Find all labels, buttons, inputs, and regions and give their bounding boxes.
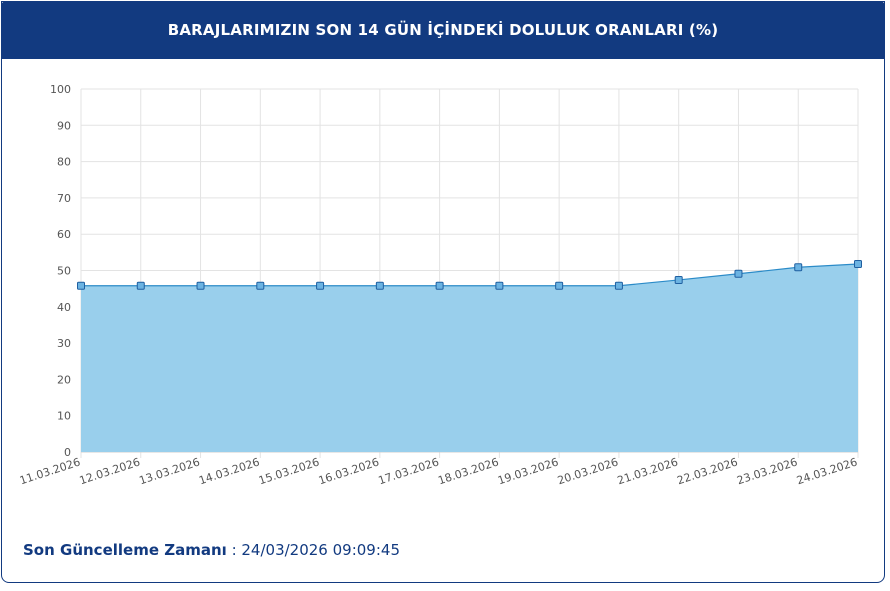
chart-area: 0 10 20 30 40 50 60 70 80 90 100 11.03.202612.03.2…	[18, 83, 862, 487]
y-tick-label: 50	[57, 265, 71, 278]
y-tick-label: 10	[57, 410, 71, 423]
y-tick-label: 80	[57, 156, 71, 169]
data-point[interactable]	[734, 269, 743, 278]
data-point[interactable]	[375, 281, 384, 290]
y-tick-label: 20	[57, 373, 71, 386]
x-tick-label: 22.03.2026	[675, 455, 739, 487]
y-tick-label: 0	[64, 446, 71, 459]
chart-title: BARAJLARIMIZIN SON 14 GÜN İÇİNDEKİ DOLUL…	[167, 21, 719, 39]
y-tick-label: 30	[57, 337, 71, 350]
data-point[interactable]	[555, 281, 564, 290]
y-tick-label: 40	[57, 301, 71, 314]
data-point[interactable]	[196, 281, 205, 290]
data-point[interactable]	[435, 281, 444, 290]
series-markers	[77, 259, 862, 290]
last-updated-separator: :	[226, 541, 242, 559]
x-tick-label: 12.03.2026	[78, 455, 142, 487]
x-tick-label: 20.03.2026	[556, 455, 620, 487]
x-tick-label: 14.03.2026	[197, 455, 261, 487]
data-point[interactable]	[136, 281, 145, 290]
x-tick-label: 21.03.2026	[616, 455, 680, 487]
x-tick-label: 16.03.2026	[317, 455, 381, 487]
y-tick-label: 100	[50, 83, 71, 96]
series-line	[81, 263, 859, 287]
data-point[interactable]	[256, 281, 265, 290]
x-tick-label: 19.03.2026	[496, 455, 560, 487]
data-point[interactable]	[674, 275, 683, 284]
data-point[interactable]	[614, 281, 623, 290]
data-point[interactable]	[77, 281, 85, 290]
y-tick-label: 90	[57, 119, 71, 132]
panel-header: BARAJLARIMIZIN SON 14 GÜN İÇİNDEKİ DOLUL…	[1, 1, 885, 59]
last-updated: Son Güncelleme Zamanı : 24/03/2026 09:09…	[23, 541, 400, 559]
data-point[interactable]	[854, 259, 862, 268]
x-axis: 11.03.202612.03.202613.03.202614.03.2026…	[18, 455, 859, 487]
y-axis: 0 10 20 30 40 50 60 70 80 90 100	[50, 83, 71, 459]
x-tick-label: 13.03.2026	[138, 455, 202, 487]
series-area	[81, 263, 859, 452]
y-tick-label: 70	[57, 192, 71, 205]
last-updated-label: Son Güncelleme Zamanı	[23, 541, 227, 559]
area-fill	[81, 263, 858, 452]
x-tick-label: 11.03.2026	[18, 455, 82, 487]
data-point[interactable]	[495, 281, 504, 290]
data-point[interactable]	[316, 281, 325, 290]
x-tick-label: 15.03.2026	[257, 455, 321, 487]
y-tick-label: 60	[57, 228, 71, 241]
x-tick-label: 17.03.2026	[377, 455, 441, 487]
x-tick-label: 23.03.2026	[735, 455, 799, 487]
x-tick-label: 18.03.2026	[436, 455, 500, 487]
data-point[interactable]	[794, 263, 803, 272]
x-tick-label: 24.03.2026	[795, 455, 859, 487]
last-updated-value: 24/03/2026 09:09:45	[241, 541, 400, 559]
